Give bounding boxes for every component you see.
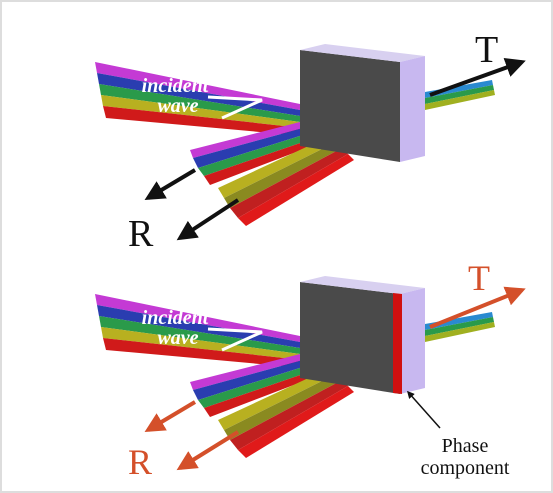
r-arrow <box>180 432 238 468</box>
transmitted-label: T <box>468 258 490 298</box>
incident-label: incident <box>142 75 210 97</box>
wave-graphic <box>95 276 495 458</box>
figure: incident wave T R incident wave T R Phas… <box>0 0 553 493</box>
panel-top: incident wave T R <box>95 29 522 255</box>
r-arrow <box>180 200 238 238</box>
annotation: Phase <box>442 435 489 457</box>
r-arrow <box>148 402 195 430</box>
panel-bottom: incident wave T R Phase component <box>95 258 522 482</box>
reflected-label: R <box>128 442 152 482</box>
transmitted-label: T <box>475 29 498 71</box>
annotation-arrow <box>408 392 440 428</box>
reflected-label: R <box>128 213 154 255</box>
incident-label: incident <box>142 307 210 329</box>
incident-label: wave <box>157 327 198 349</box>
annotation: component <box>421 457 510 479</box>
r-arrow <box>148 170 195 198</box>
phase-layer <box>393 293 402 394</box>
incident-label: wave <box>157 95 198 117</box>
wave-graphic <box>95 44 495 226</box>
